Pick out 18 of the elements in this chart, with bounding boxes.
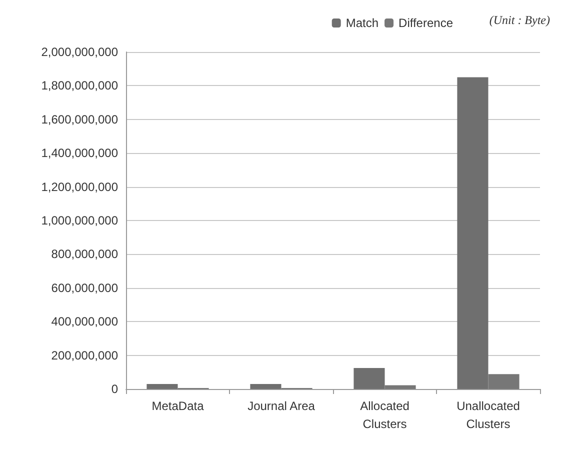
x-tick-label: Allocated Clusters xyxy=(360,399,410,431)
y-tick-label: 1,200,000,000 xyxy=(41,180,118,194)
y-tick-label: 1,400,000,000 xyxy=(41,146,118,160)
y-tick-label: 1,800,000,000 xyxy=(41,78,118,93)
x-tick-label: MetaData xyxy=(152,399,204,413)
x-tick-label: Journal Area xyxy=(248,399,316,413)
y-tick-label: 0 xyxy=(111,382,118,396)
y-tick-label: 2,000,000,000 xyxy=(41,45,118,59)
y-tick-label: 400,000,000 xyxy=(51,314,118,329)
y-tick-label: 800,000,000 xyxy=(51,247,118,262)
y-tick-label: 1,000,000,000 xyxy=(41,214,118,228)
text: (Unit : Byte) xyxy=(489,13,550,27)
legend-label: Match xyxy=(346,16,379,30)
y-tick-label: 200,000,000 xyxy=(51,348,118,362)
y-tick-label: 1,600,000,000 xyxy=(41,112,118,126)
x-tick-label: Unallocated Clusters xyxy=(456,399,520,431)
y-tick-label: 600,000,000 xyxy=(51,280,118,295)
legend-label: Difference xyxy=(398,16,454,30)
